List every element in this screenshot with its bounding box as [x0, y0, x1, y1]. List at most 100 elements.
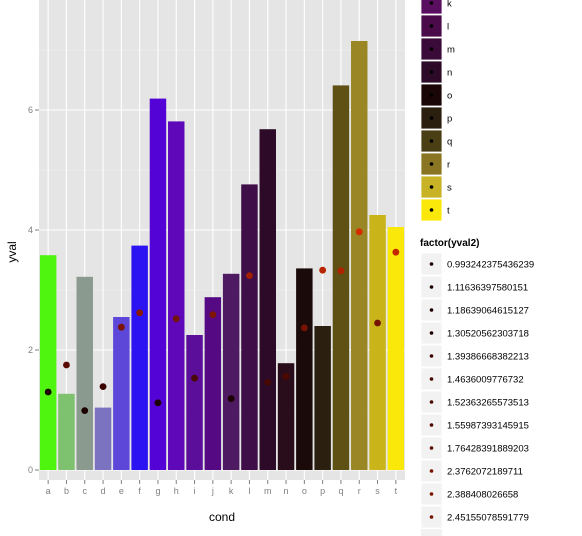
legend-fill-label: k [447, 0, 452, 10]
bar [314, 326, 331, 470]
bar [131, 245, 148, 470]
legend-point-label: 1.30520562303718 [447, 329, 529, 340]
x-tick-label: i [194, 486, 196, 496]
legend-point-label: 2.45155078591779 [447, 513, 529, 524]
data-point [172, 315, 180, 323]
legend-point-dot [429, 262, 434, 266]
x-tick-label: m [264, 486, 272, 496]
legend-point-dot [429, 515, 434, 519]
x-tick-label: j [211, 486, 214, 496]
data-point [99, 383, 107, 390]
bar [332, 85, 350, 471]
legend-point-dot [429, 354, 434, 358]
data-point [44, 388, 52, 396]
x-tick-label: f [138, 486, 141, 496]
bar [277, 363, 295, 470]
bar [369, 215, 386, 470]
plot-panel [39, 0, 405, 480]
legend-fill-dot [429, 185, 434, 189]
data-point [374, 319, 381, 327]
legend-point-dot [429, 308, 434, 312]
bar [387, 227, 405, 470]
data-point [355, 228, 363, 236]
legend-fill-dot [429, 47, 434, 51]
x-axis-title: cond [209, 510, 235, 524]
x-tick-label: n [284, 486, 289, 496]
x-tick-label: o [302, 486, 307, 496]
y-tick-label: 4 [28, 225, 33, 235]
data-point [264, 379, 272, 386]
legend-fill-label: s [447, 183, 452, 194]
legend-fill-label: q [447, 137, 452, 148]
legend-fill-dot [429, 116, 434, 120]
bar [76, 276, 93, 470]
bar [351, 41, 368, 470]
bar [186, 335, 203, 470]
legend-fill-dot [429, 1, 434, 5]
x-tick-label: h [174, 486, 179, 496]
data-point [63, 361, 70, 369]
data-point [227, 395, 235, 402]
y-tick-label: 6 [28, 105, 33, 115]
legend-point-dot [429, 285, 434, 289]
legend-point-label: 1.55987393145915 [447, 421, 529, 432]
points [44, 228, 400, 414]
data-point [209, 311, 217, 318]
data-point [300, 324, 308, 332]
bar [168, 121, 185, 471]
legend-point-label: 1.76428391889203 [447, 444, 529, 455]
data-point [319, 266, 327, 274]
legend-point-label: 0.993242375436239 [447, 260, 534, 271]
data-point [154, 399, 162, 407]
legend-point-label: 2.388408026658 [447, 490, 518, 501]
data-point [117, 323, 125, 331]
legend-point-label: 1.39386668382213 [447, 352, 529, 363]
legend-point-dot [429, 446, 434, 450]
x-tick-label: b [64, 486, 69, 496]
bar [259, 129, 276, 470]
y-axis-ticks: 0 2 4 6 [28, 105, 39, 475]
legend-points: 0.993242375436239 1.11636397580151 1.18639… [420, 252, 534, 536]
legend-fill-dot [429, 24, 434, 28]
x-tick-label: l [248, 486, 250, 496]
bar [149, 98, 167, 470]
bar [58, 393, 75, 470]
legend-fill-label: r [447, 160, 450, 171]
bar [39, 255, 57, 470]
legend-fill-label: t [447, 206, 450, 217]
legend-point-key [421, 529, 442, 536]
legend-fill-dot [429, 208, 434, 212]
data-point [191, 374, 198, 382]
x-tick-label: d [101, 486, 106, 496]
data-point [81, 407, 89, 414]
legend-point-label: 1.52363265573513 [447, 398, 529, 409]
x-tick-label: g [155, 486, 160, 496]
legend-fill-dot [429, 162, 434, 166]
x-tick-label: s [375, 486, 380, 496]
legend-point-dot [429, 492, 434, 496]
x-tick-label: k [229, 486, 234, 496]
legend-fill-dot [429, 70, 434, 74]
bars [39, 41, 405, 471]
legend-point-label: 1.18639064615127 [447, 306, 529, 317]
bar [94, 407, 112, 470]
data-point [392, 248, 400, 256]
x-tick-label: r [358, 486, 361, 496]
bar [204, 297, 222, 470]
legend-points-title: factor(yval2) [420, 238, 479, 249]
legend-fill-dot [429, 139, 434, 143]
legend-fill: k l m n o p q r s t [420, 0, 455, 222]
legend-fill-label: p [447, 114, 452, 125]
x-tick-label: a [46, 486, 51, 496]
legend-point-dot [429, 423, 434, 427]
bar [241, 184, 258, 470]
x-axis-ticks: a b c d e f g h i j k l m n o p q r s t [46, 480, 398, 496]
bar [222, 273, 240, 470]
legend-point-dot [429, 469, 434, 473]
x-tick-label: q [338, 486, 343, 496]
legend-point-label: 1.4636009776732 [447, 375, 524, 386]
x-tick-label: p [320, 486, 325, 496]
legend-point-label: 2.3762072189711 [447, 467, 523, 478]
data-point [282, 373, 290, 380]
